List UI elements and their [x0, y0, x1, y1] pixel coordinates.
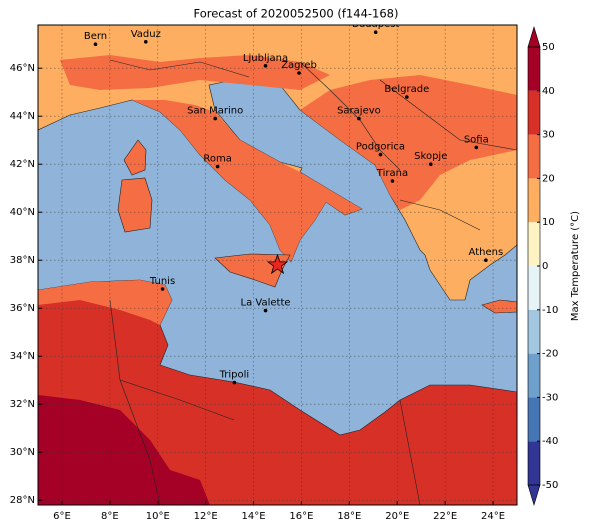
city-dot	[378, 152, 383, 157]
city-label: Vaduz	[131, 29, 161, 40]
colorbar-tick-label: 40	[542, 86, 555, 97]
land-balkan-warm	[300, 75, 517, 210]
x-tick-label: 10°E	[146, 511, 170, 522]
colorbar-label: Max Temperature (°C)	[570, 211, 581, 321]
x-tick-label: 6°E	[53, 511, 71, 522]
city-label: Skopje	[414, 151, 447, 162]
land-africa-hot	[38, 395, 210, 505]
y-tick-label: 30°N	[10, 447, 35, 458]
colorbar-extend-top	[527, 25, 541, 48]
colorbar-tick-label: -50	[542, 480, 558, 491]
city-label: Budapest	[352, 19, 399, 30]
colorbar-tick-label: -20	[542, 349, 558, 360]
x-tick-label: 8°E	[101, 511, 119, 522]
map-frame	[37, 24, 518, 506]
city-dot	[213, 116, 218, 121]
colorbar-band	[528, 441, 540, 485]
land-alps-warm	[60, 55, 330, 90]
city-dot	[263, 308, 268, 313]
colorbar-band	[528, 266, 540, 310]
city-label: Bern	[84, 31, 107, 42]
x-tick-label: 18°E	[337, 511, 361, 522]
city-dot	[143, 40, 148, 44]
city-label: Podgorica	[356, 142, 405, 153]
x-tick-label: 16°E	[289, 511, 313, 522]
map-title: Forecast of 2020052500 (f144-168)	[194, 7, 399, 21]
city-label: Tunis	[149, 276, 175, 287]
city-dot	[405, 95, 409, 99]
city-label: Sofia	[464, 134, 489, 145]
colorbar-tick-label: 30	[542, 130, 555, 141]
city-label: Tirana	[376, 168, 408, 179]
city-dot	[215, 164, 220, 169]
land-sardinia	[117, 177, 153, 233]
colorbar-tick-label: 50	[542, 42, 555, 53]
colorbar-band	[528, 222, 540, 266]
city-label: Athens	[469, 247, 504, 258]
city-dot	[390, 179, 395, 183]
city-dot	[474, 145, 479, 150]
city-label: Belgrade	[384, 84, 429, 95]
city-dot	[263, 64, 268, 68]
city-label: Ljubljana	[243, 53, 288, 64]
city-dot	[93, 42, 98, 46]
colorbar-band	[528, 353, 540, 398]
colorbar-tick-label: 0	[542, 261, 548, 272]
y-tick-label: 28°N	[10, 495, 35, 506]
city-dot	[357, 116, 361, 121]
city-dot	[160, 287, 165, 291]
colorbar-band	[528, 47, 540, 91]
colorbar-tick-label: 10	[542, 217, 555, 228]
city-dot	[232, 380, 237, 385]
city-label: Roma	[203, 154, 232, 165]
y-tick-label: 38°N	[10, 255, 35, 266]
x-tick-label: 12°E	[194, 511, 218, 522]
graticule	[38, 25, 517, 505]
y-tick-label: 40°N	[10, 207, 35, 218]
y-tick-label: 44°N	[10, 111, 35, 122]
colorbar-extend-bottom	[527, 484, 541, 507]
axes: 6°E 8°E 10°E 12°E 14°E 16°E 18°E 20°E 22°E 24°E 28…	[10, 63, 505, 522]
land-africa-coast	[38, 280, 172, 325]
colorbar-band	[528, 178, 540, 223]
city-label: Tripoli	[219, 370, 250, 381]
colorbar-tick-label: 20	[542, 173, 555, 184]
city-dot	[373, 30, 378, 34]
x-tick-label: 14°E	[242, 511, 266, 522]
y-tick-label: 32°N	[10, 399, 35, 410]
y-tick-label: 34°N	[10, 351, 35, 362]
x-tick-label: 20°E	[385, 511, 409, 522]
colorbar-tick-label: -10	[542, 305, 558, 316]
colorbar-band	[528, 134, 540, 179]
x-tick-label: 22°E	[433, 511, 457, 522]
city-label: Zagreb	[281, 60, 317, 71]
city-dot	[297, 71, 301, 75]
colorbar-band	[528, 90, 540, 135]
x-tick-label: 24°E	[481, 511, 505, 522]
colorbar-tick-label: -40	[542, 436, 558, 447]
y-tick-label: 42°N	[10, 159, 35, 170]
land-crete	[481, 299, 517, 314]
colorbar-band	[528, 397, 540, 442]
colorbar-band	[528, 309, 540, 354]
city-dot	[428, 162, 433, 166]
land-corsica	[123, 139, 147, 176]
city-dot	[484, 258, 488, 263]
city-label: La Valette	[241, 298, 291, 309]
colorbar-tick-label: -30	[542, 392, 558, 403]
city-label: Sarajevo	[337, 106, 381, 117]
city-label: San Marino	[187, 106, 243, 117]
y-tick-label: 36°N	[10, 303, 35, 314]
forecast-marker	[266, 253, 289, 275]
colorbar: -50 -40 -30 -20 -10 0 10 20 30 40 50	[527, 25, 558, 507]
y-tick-label: 46°N	[10, 63, 35, 74]
land-italy-warm	[132, 100, 362, 262]
